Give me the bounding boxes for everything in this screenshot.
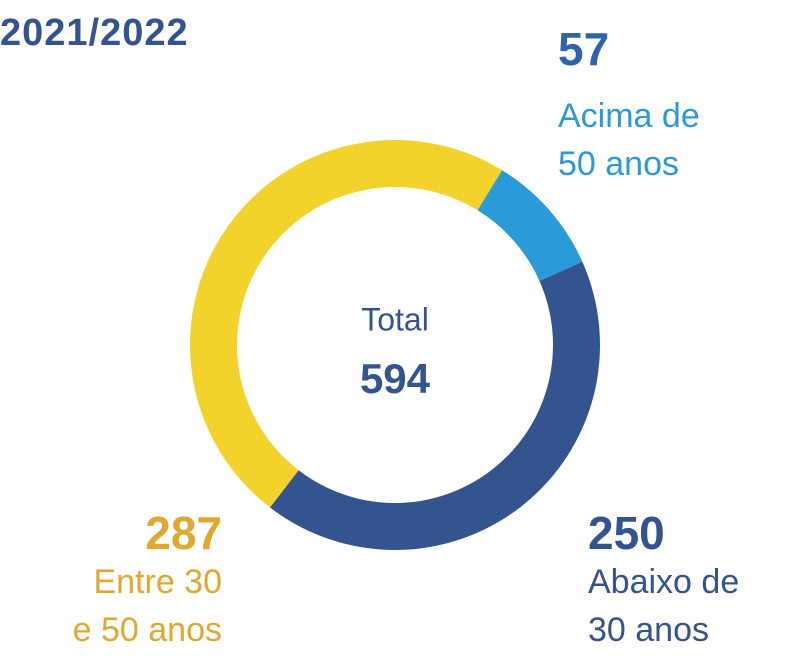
category-label: Entre 30 e 50 anos (72, 563, 222, 649)
value-label: 287 (145, 507, 222, 559)
donut-segment (270, 261, 600, 550)
donut-segment (477, 170, 583, 281)
center-label: Total (361, 301, 429, 337)
category-label: Abaixo de 30 anos (588, 563, 740, 649)
value-label: 250 (588, 507, 665, 559)
center-value: 594 (360, 355, 431, 402)
category-label: Acima de 50 anos (558, 97, 700, 183)
value-label: 57 (558, 23, 610, 75)
donut-segment (190, 140, 503, 508)
chart-title: 2021/2022 (0, 12, 189, 54)
